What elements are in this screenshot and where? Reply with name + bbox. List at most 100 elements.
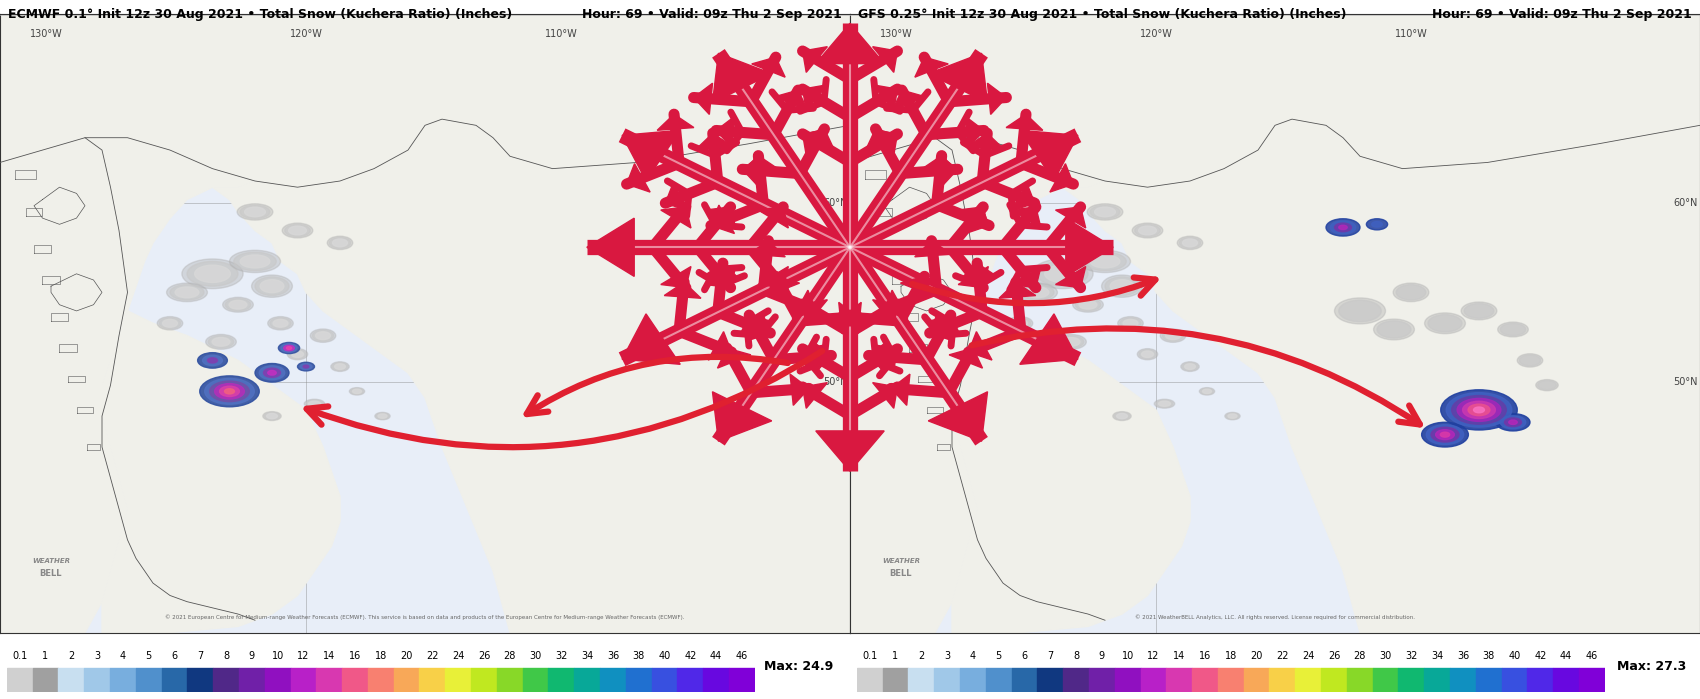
Ellipse shape bbox=[1166, 332, 1180, 340]
Bar bbox=[600, 668, 626, 692]
Polygon shape bbox=[802, 85, 828, 110]
Text: 60°N: 60°N bbox=[1673, 198, 1697, 208]
Ellipse shape bbox=[1334, 298, 1385, 324]
Ellipse shape bbox=[1340, 300, 1380, 322]
Ellipse shape bbox=[1516, 354, 1544, 367]
Text: 22: 22 bbox=[427, 651, 439, 661]
Ellipse shape bbox=[298, 362, 314, 371]
Ellipse shape bbox=[350, 388, 364, 394]
Text: 26: 26 bbox=[1328, 651, 1340, 661]
Bar bbox=[1244, 668, 1270, 692]
Ellipse shape bbox=[252, 275, 292, 297]
Bar bbox=[549, 668, 575, 692]
Bar bbox=[1527, 668, 1554, 692]
Bar bbox=[704, 668, 729, 692]
Ellipse shape bbox=[286, 347, 292, 350]
Ellipse shape bbox=[1182, 362, 1198, 371]
Polygon shape bbox=[740, 315, 774, 335]
Text: 9: 9 bbox=[1098, 651, 1105, 661]
Polygon shape bbox=[816, 431, 884, 471]
Text: Max: 24.9: Max: 24.9 bbox=[763, 661, 833, 673]
Polygon shape bbox=[1020, 314, 1078, 364]
Ellipse shape bbox=[1044, 265, 1080, 282]
Bar bbox=[626, 668, 651, 692]
Bar bbox=[986, 668, 1011, 692]
Text: 20: 20 bbox=[1251, 651, 1263, 661]
Polygon shape bbox=[867, 129, 899, 149]
Text: 2: 2 bbox=[68, 651, 75, 661]
Polygon shape bbox=[694, 83, 712, 115]
Ellipse shape bbox=[51, 313, 68, 321]
Polygon shape bbox=[0, 138, 255, 633]
Ellipse shape bbox=[332, 362, 348, 371]
Ellipse shape bbox=[201, 376, 260, 407]
Ellipse shape bbox=[1224, 412, 1241, 420]
Polygon shape bbox=[746, 312, 770, 341]
Polygon shape bbox=[966, 116, 984, 147]
Ellipse shape bbox=[167, 283, 207, 302]
Text: 28: 28 bbox=[1353, 651, 1367, 661]
Text: 8: 8 bbox=[1073, 651, 1080, 661]
Bar bbox=[32, 668, 58, 692]
Text: 24: 24 bbox=[452, 651, 464, 661]
Ellipse shape bbox=[224, 389, 235, 394]
Ellipse shape bbox=[1114, 412, 1130, 421]
Polygon shape bbox=[850, 14, 1700, 187]
Bar bbox=[240, 668, 265, 692]
Text: 130°W: 130°W bbox=[881, 29, 913, 39]
Polygon shape bbox=[704, 263, 740, 279]
Text: 44: 44 bbox=[1561, 651, 1573, 661]
Bar bbox=[960, 668, 986, 692]
Ellipse shape bbox=[160, 318, 180, 329]
Bar bbox=[316, 668, 342, 692]
Polygon shape bbox=[586, 218, 634, 276]
Bar bbox=[677, 668, 704, 692]
Ellipse shape bbox=[1154, 399, 1175, 408]
Ellipse shape bbox=[303, 365, 309, 368]
Bar bbox=[729, 668, 755, 692]
Bar bbox=[85, 668, 110, 692]
Ellipse shape bbox=[223, 297, 253, 312]
Bar bbox=[1037, 668, 1062, 692]
Text: 1: 1 bbox=[42, 651, 49, 661]
Ellipse shape bbox=[289, 350, 306, 359]
Polygon shape bbox=[949, 348, 983, 368]
Ellipse shape bbox=[1025, 287, 1049, 298]
Polygon shape bbox=[884, 187, 935, 224]
Ellipse shape bbox=[1136, 224, 1159, 237]
Ellipse shape bbox=[1394, 283, 1428, 302]
Bar bbox=[1217, 668, 1244, 692]
Polygon shape bbox=[717, 348, 751, 368]
Ellipse shape bbox=[1469, 404, 1489, 416]
Polygon shape bbox=[1066, 218, 1114, 276]
Bar bbox=[1450, 668, 1476, 692]
Bar bbox=[908, 668, 935, 692]
Text: BELL: BELL bbox=[39, 569, 63, 578]
Ellipse shape bbox=[1114, 412, 1129, 420]
Ellipse shape bbox=[224, 298, 252, 311]
Ellipse shape bbox=[175, 287, 199, 298]
Text: WEATHER: WEATHER bbox=[32, 559, 70, 565]
Ellipse shape bbox=[1537, 380, 1556, 390]
Ellipse shape bbox=[214, 384, 245, 399]
Text: 2: 2 bbox=[918, 651, 925, 661]
Ellipse shape bbox=[301, 363, 311, 370]
Ellipse shape bbox=[1520, 355, 1540, 366]
Bar bbox=[1141, 668, 1166, 692]
Ellipse shape bbox=[1457, 398, 1501, 421]
Ellipse shape bbox=[1447, 393, 1511, 427]
Bar bbox=[265, 668, 291, 692]
Polygon shape bbox=[665, 282, 700, 298]
Text: 12: 12 bbox=[298, 651, 309, 661]
Bar bbox=[394, 668, 420, 692]
Ellipse shape bbox=[279, 343, 299, 354]
Polygon shape bbox=[802, 129, 828, 155]
Bar bbox=[1295, 668, 1321, 692]
Bar bbox=[136, 668, 162, 692]
Polygon shape bbox=[872, 85, 898, 110]
Ellipse shape bbox=[877, 208, 891, 216]
Ellipse shape bbox=[187, 261, 238, 286]
Text: 9: 9 bbox=[248, 651, 255, 661]
Text: 18: 18 bbox=[1224, 651, 1238, 661]
Polygon shape bbox=[695, 134, 733, 150]
